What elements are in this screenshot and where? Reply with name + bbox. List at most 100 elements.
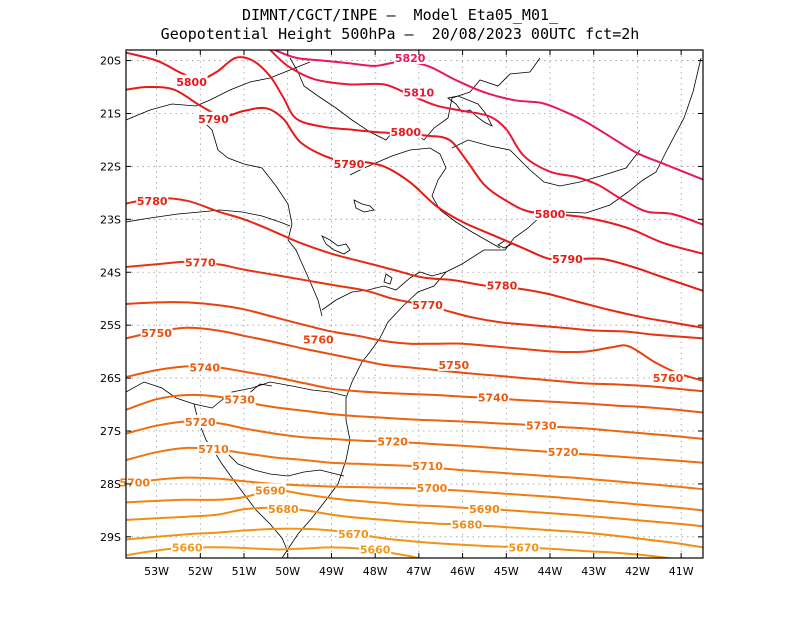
contour-label-5680: 5680 — [452, 519, 483, 532]
contour-label-bg — [402, 85, 435, 99]
contour-label-5720: 5720 — [377, 436, 408, 449]
contour-label-bg — [254, 483, 287, 497]
contour-label-bg — [507, 540, 540, 554]
reservoir — [321, 235, 351, 255]
lon-tick-label: 48W — [363, 565, 388, 578]
contour-label-bg — [140, 326, 173, 340]
contour-label-bg — [359, 542, 392, 556]
state-border-rj-mg — [451, 139, 641, 187]
contour-label-bg — [197, 111, 230, 125]
lon-tick-label: 44W — [538, 565, 563, 578]
lat-tick-label: 23S — [100, 213, 121, 226]
contour-label-5780: 5780 — [137, 195, 168, 208]
contour-label-bg — [188, 360, 221, 374]
contour-label-5800: 5800 — [176, 76, 207, 89]
contour-5800 — [126, 51, 703, 255]
lat-tick-label: 26S — [100, 372, 121, 385]
lon-tick-label: 52W — [188, 565, 213, 578]
contour-label-bg — [450, 517, 483, 531]
contour-label-bg — [118, 475, 151, 489]
map-frame — [125, 49, 704, 559]
contour-5670 — [126, 527, 669, 558]
contour-label-5760: 5760 — [303, 333, 334, 346]
contour-5680 — [126, 506, 703, 549]
reservoir — [353, 199, 375, 213]
contour-label-5800: 5800 — [390, 126, 421, 139]
contour-label-5700: 5700 — [119, 476, 150, 489]
lat-tick-label: 25S — [100, 319, 121, 332]
lon-tick-label: 50W — [275, 565, 300, 578]
lon-tick-label: 45W — [494, 565, 519, 578]
contour-label-5710: 5710 — [412, 460, 443, 473]
country-border-py-ms — [126, 209, 291, 227]
contour-label-bg — [302, 332, 335, 346]
contour-label-5760: 5760 — [653, 372, 684, 385]
state-border-pr-sp — [321, 271, 447, 311]
lon-tick-label: 41W — [669, 565, 694, 578]
contour-label-5730: 5730 — [224, 393, 255, 406]
contour-label-5820: 5820 — [395, 52, 426, 65]
lon-tick-label: 53W — [144, 565, 169, 578]
contour-label-bg — [415, 481, 448, 495]
lon-tick-label: 46W — [450, 565, 475, 578]
contour-label-5700: 5700 — [417, 482, 448, 495]
contour-label-bg — [485, 278, 518, 292]
contour-label-5790: 5790 — [334, 158, 365, 171]
contour-label-5790: 5790 — [552, 253, 583, 266]
contour-label-bg — [534, 207, 567, 221]
contour-5690 — [126, 489, 703, 528]
lon-tick-label: 49W — [319, 565, 344, 578]
contour-lines — [126, 50, 703, 558]
contour-label-bg — [175, 74, 208, 88]
contour-label-5790: 5790 — [198, 113, 229, 126]
contour-label-5670: 5670 — [338, 528, 369, 541]
contour-5720 — [126, 420, 703, 464]
contour-5750 — [126, 326, 703, 393]
state-border-ms-go — [126, 61, 311, 121]
contour-5810 — [269, 50, 703, 226]
lat-tick-label: 29S — [100, 531, 121, 544]
contour-label-5810: 5810 — [404, 86, 435, 99]
contour-label-bg — [394, 50, 427, 64]
contour-label-5740: 5740 — [189, 362, 220, 375]
contour-label-bg — [197, 441, 230, 455]
coastline — [281, 57, 702, 558]
contour-5740 — [126, 365, 703, 414]
contour-label-5720: 5720 — [548, 446, 579, 459]
contour-label-bg — [223, 392, 256, 406]
reservoir — [383, 273, 393, 285]
contour-label-5670: 5670 — [508, 541, 539, 554]
lat-tick-label: 24S — [100, 266, 121, 279]
contour-label-5680: 5680 — [268, 503, 299, 516]
contour-label-bg — [171, 540, 204, 554]
contour-label-bg — [337, 527, 370, 541]
contour-label-5730: 5730 — [526, 420, 557, 433]
contour-label-bg — [376, 434, 409, 448]
state-border-pr-sc — [231, 381, 347, 397]
contour-label-5770: 5770 — [412, 299, 443, 312]
state-border-sc-rs — [211, 447, 345, 477]
map-title-line-1: DIMNT/CGCT/INPE — Model Eta05_M01_ — [241, 6, 559, 24]
contour-label-bg — [184, 255, 217, 269]
contour-label-5690: 5690 — [469, 503, 500, 516]
contour-label-bg — [437, 357, 470, 371]
lon-tick-label: 42W — [625, 565, 650, 578]
country-border-west — [126, 381, 273, 409]
contour-label-5780: 5780 — [487, 279, 518, 292]
contour-label-bg — [477, 390, 510, 404]
map-title-line-2: Geopotential Height 500hPa — 20/08/2023 … — [160, 25, 640, 43]
lat-tick-label: 28S — [100, 478, 121, 491]
contour-label-bg — [411, 458, 444, 472]
contour-labels: 5820 5810 5800 5800 5800 5790 5790 5790 5780 5780… — [118, 50, 685, 557]
contour-label-bg — [547, 445, 580, 459]
axis-ticks: 53W 52W 51W 50W 49W 48W 47W 46W 45W 44W 43W 42W 41W 2… — [100, 50, 703, 578]
contour-5820 — [273, 50, 703, 181]
lat-tick-label: 22S — [100, 160, 121, 173]
contour-label-bg — [652, 371, 685, 385]
contour-label-5750: 5750 — [141, 327, 172, 340]
contour-label-bg — [389, 125, 422, 139]
contour-label-bg — [267, 501, 300, 515]
contour-label-5720: 5720 — [185, 416, 216, 429]
contour-label-bg — [411, 298, 444, 312]
